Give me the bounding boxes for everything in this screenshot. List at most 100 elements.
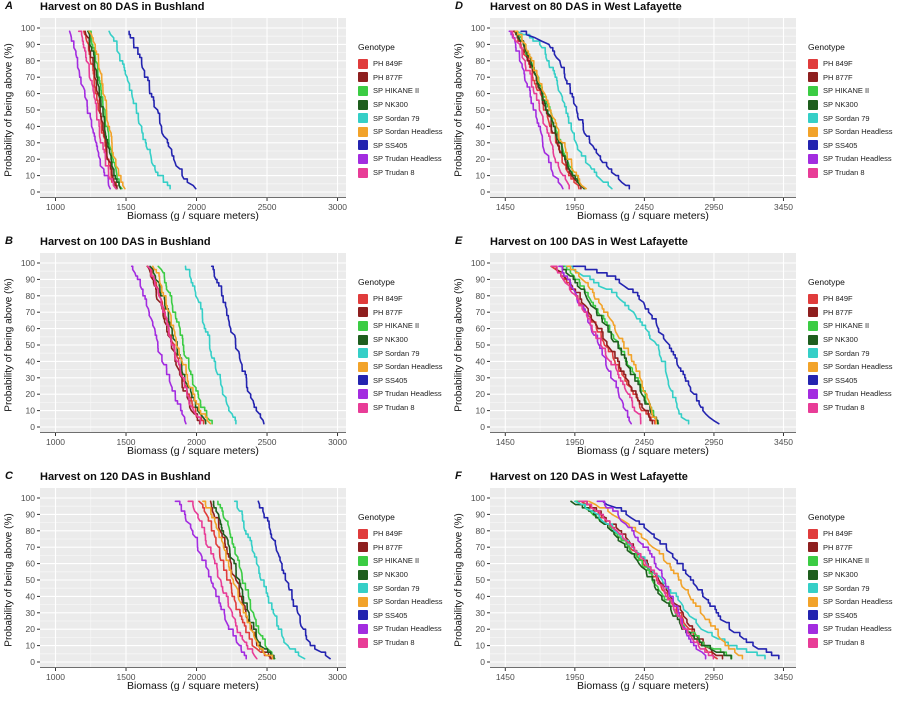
- series-line-sp-ss405: [602, 500, 780, 660]
- x-tick-label: 1950: [565, 202, 584, 212]
- y-tick-label: 100: [471, 258, 485, 268]
- legend-swatch-icon: [808, 348, 818, 359]
- series-line-sp-sordan-headless: [152, 265, 212, 425]
- y-tick-label: 0: [30, 657, 35, 667]
- legend-item-label: SP Trudan Headless: [373, 389, 442, 399]
- legend-swatch-icon: [808, 320, 818, 331]
- panel-c: 1000 1500 2000 2500 3000 0 10 20 30 40 50 60 70 80 90 1…: [0, 470, 450, 710]
- legend-swatch-icon: [808, 528, 818, 539]
- legend-swatch-icon: [358, 334, 368, 345]
- series-line-sp-trudan-8: [550, 265, 642, 425]
- legend-item: PH 877F: [358, 306, 450, 320]
- series-line-sp-trudan-8: [578, 500, 715, 660]
- legend-swatch-icon: [358, 113, 368, 124]
- series-line-sp-nk300: [559, 265, 659, 425]
- x-tick-label: 1500: [117, 202, 136, 212]
- x-tick-label: 2500: [258, 437, 277, 447]
- legend-item-label: SP Trudan Headless: [823, 389, 892, 399]
- legend-item-label: SP Sordan 79: [823, 583, 870, 593]
- legend-item: SP Trudan 8: [358, 401, 450, 415]
- legend-swatch-icon: [358, 402, 368, 413]
- legend-swatch-icon: [808, 126, 818, 137]
- y-tick-label: 10: [476, 641, 486, 651]
- legend-item: SP HIKANE II: [808, 554, 900, 568]
- y-tick-label: 30: [476, 138, 486, 148]
- series-line-sp-sordan-headless: [88, 30, 126, 190]
- panel-a: 1000 1500 2000 2500 3000 0 10 20 30 40 50 60 70 80 90 1…: [0, 0, 450, 235]
- panel-e: 1450 1950 2450 2950 3450 0 10 20 30 40 50 60 70 80 90 1…: [450, 235, 900, 470]
- legend-item-label: SP Sordan Headless: [373, 597, 443, 607]
- legend-item: SP SS405: [358, 609, 450, 623]
- legend-item-label: SP HIKANE II: [823, 86, 870, 96]
- x-tick-label: 1500: [117, 437, 136, 447]
- legend-item-label: SP Trudan 8: [823, 168, 865, 178]
- legend-item: SP Trudan 8: [808, 401, 900, 415]
- series-line-sp-sordan-79: [516, 30, 613, 190]
- y-tick-label: 90: [476, 509, 486, 519]
- legend-item: SP Sordan 79: [808, 346, 900, 360]
- series-line-sp-ss405: [257, 500, 331, 660]
- series-line-ph-849f: [198, 500, 271, 660]
- legend-swatch-icon: [808, 596, 818, 607]
- legend-item-label: PH 849F: [373, 59, 403, 69]
- y-tick-label: 30: [26, 373, 36, 383]
- legend-swatch-icon: [358, 555, 368, 566]
- legend-title: Genotype: [808, 512, 845, 522]
- legend-swatch-icon: [358, 307, 368, 318]
- legend-item: SP Trudan 8: [358, 166, 450, 180]
- legend-item: PH 877F: [808, 541, 900, 555]
- legend-swatch-icon: [808, 610, 818, 621]
- legend-item: PH 877F: [808, 306, 900, 320]
- legend-swatch-icon: [358, 569, 368, 580]
- legend-swatch-icon: [358, 99, 368, 110]
- legend: Genotype PH 849F PH 877F SP HIKANE II SP NK…: [808, 277, 900, 414]
- legend-title: Genotype: [358, 512, 395, 522]
- x-tick-label: 3000: [328, 202, 347, 212]
- legend-item-label: SP HIKANE II: [373, 321, 420, 331]
- legend-item-label: SP NK300: [373, 570, 408, 580]
- legend-item: SP Trudan Headless: [808, 152, 900, 166]
- y-tick-label: 50: [26, 105, 36, 115]
- legend-swatch-icon: [808, 72, 818, 83]
- legend-swatch-icon: [808, 569, 818, 580]
- y-tick-label: 90: [476, 274, 486, 284]
- y-tick-label: 50: [476, 340, 486, 350]
- series-line-sp-trudan-headless: [508, 30, 564, 190]
- legend: Genotype PH 849F PH 877F SP HIKANE II SP NK…: [358, 42, 450, 179]
- y-tick-label: 50: [476, 575, 486, 585]
- series-line-sp-nk300: [515, 30, 585, 190]
- legend-item-label: SP Sordan 79: [373, 348, 420, 358]
- legend-item: SP Trudan Headless: [358, 387, 450, 401]
- y-tick-label: 100: [21, 493, 35, 503]
- legend-item: SP SS405: [358, 374, 450, 388]
- legend-item: SP Trudan 8: [358, 636, 450, 650]
- legend-swatch-icon: [808, 293, 818, 304]
- legend-item-label: PH 849F: [823, 59, 853, 69]
- legend: Genotype PH 849F PH 877F SP HIKANE II SP NK…: [808, 512, 900, 649]
- legend-item-label: SP Trudan Headless: [823, 154, 892, 164]
- legend-swatch-icon: [808, 334, 818, 345]
- y-tick-label: 0: [30, 187, 35, 197]
- y-tick-label: 60: [476, 324, 486, 334]
- series-line-sp-nk300: [570, 500, 732, 660]
- legend-swatch-icon: [808, 623, 818, 634]
- legend-swatch-icon: [808, 167, 818, 178]
- x-tick-label: 3450: [774, 672, 793, 682]
- y-tick-label: 80: [26, 56, 36, 66]
- legend-item: SP NK300: [358, 333, 450, 347]
- legend-item: PH 877F: [358, 541, 450, 555]
- legend-swatch-icon: [808, 140, 818, 151]
- x-tick-label: 2000: [187, 672, 206, 682]
- legend-item-label: SP NK300: [823, 570, 858, 580]
- legend-item-label: PH 849F: [823, 294, 853, 304]
- x-tick-label: 2000: [187, 202, 206, 212]
- legend: Genotype PH 849F PH 877F SP HIKANE II SP NK…: [358, 512, 450, 649]
- y-tick-label: 30: [26, 608, 36, 618]
- series-line-sp-hikane-ii: [157, 265, 213, 425]
- legend-item-label: SP Sordan Headless: [823, 597, 893, 607]
- y-tick-label: 60: [476, 89, 486, 99]
- legend-item: SP Sordan 79: [358, 346, 450, 360]
- series-line-sp-sordan-79: [108, 30, 171, 190]
- y-tick-label: 100: [471, 23, 485, 33]
- y-tick-label: 70: [476, 542, 486, 552]
